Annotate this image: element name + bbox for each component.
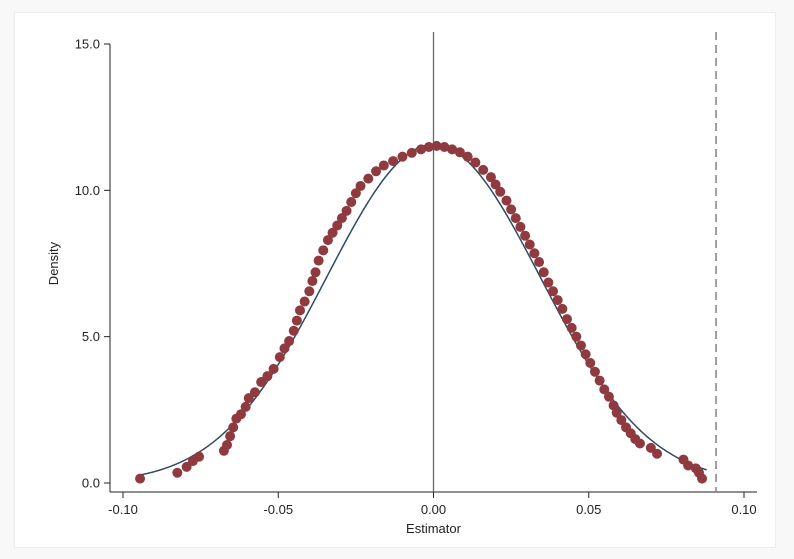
data-point — [355, 180, 366, 191]
data-point — [589, 366, 600, 377]
x-tick-label: 0.05 — [576, 502, 601, 517]
data-point — [510, 213, 521, 224]
data-point — [299, 296, 310, 307]
data-point — [371, 166, 382, 177]
data-point — [524, 239, 535, 250]
data-point — [594, 375, 605, 386]
data-point — [406, 147, 417, 158]
data-point — [603, 391, 614, 402]
y-axis-title: Density — [46, 241, 61, 285]
data-point — [562, 314, 573, 325]
x-tick-label: 0.00 — [421, 502, 446, 517]
data-point — [172, 467, 183, 478]
data-point — [291, 315, 302, 326]
data-point — [279, 343, 290, 354]
data-point — [363, 173, 374, 184]
data-point — [585, 358, 596, 369]
data-point — [557, 303, 568, 314]
data-point — [697, 473, 708, 484]
data-point — [470, 157, 481, 168]
data-point — [222, 439, 233, 450]
x-tick-label: 0.10 — [731, 502, 756, 517]
figure-panel — [14, 12, 776, 548]
y-tick-label: 0.0 — [82, 476, 100, 491]
data-point — [288, 325, 299, 336]
reference-lines — [432, 32, 717, 492]
data-point — [274, 352, 285, 363]
data-point — [304, 286, 315, 297]
data-point — [235, 409, 246, 420]
data-point — [534, 257, 545, 268]
x-tick-label: -0.10 — [108, 502, 138, 517]
data-point — [683, 460, 694, 471]
data-point — [616, 415, 627, 426]
data-point — [447, 144, 458, 155]
data-point — [599, 384, 610, 395]
data-point — [506, 204, 517, 215]
y-tick-label: 5.0 — [82, 329, 100, 344]
data-point — [580, 349, 591, 360]
data-point — [397, 151, 408, 162]
data-point — [240, 401, 251, 412]
data-point — [548, 286, 559, 297]
data-point — [318, 245, 329, 256]
y-tick-label: 15.0 — [75, 37, 100, 52]
x-axis-title: Estimator — [406, 521, 462, 536]
data-point — [529, 248, 540, 259]
data-point — [336, 213, 347, 224]
data-point — [439, 142, 450, 153]
data-point — [268, 363, 279, 374]
data-point — [310, 267, 321, 278]
data-point — [520, 230, 531, 241]
data-point — [341, 205, 352, 216]
data-point — [322, 235, 333, 246]
x-ticks: -0.10 -0.05 0.00 0.05 0.10 — [108, 492, 757, 517]
data-point — [307, 276, 318, 287]
data-point — [495, 186, 506, 197]
data-point — [490, 179, 501, 190]
data-point — [135, 473, 146, 484]
y-ticks: 0.0 5.0 10.0 15.0 — [75, 37, 110, 491]
data-point — [225, 431, 236, 442]
data-point — [454, 147, 465, 158]
data-point — [575, 340, 586, 351]
data-point — [485, 172, 496, 183]
data-point — [634, 438, 645, 449]
data-point — [332, 220, 343, 231]
data-point — [611, 407, 622, 418]
data-point — [346, 197, 357, 208]
data-point — [262, 371, 273, 382]
data-point — [478, 164, 489, 175]
data-point — [652, 448, 663, 459]
data-point — [327, 227, 338, 238]
data-point — [566, 322, 577, 333]
data-point — [431, 140, 442, 151]
data-points — [135, 140, 708, 484]
data-point — [552, 295, 563, 306]
data-point — [194, 451, 205, 462]
data-point — [284, 336, 295, 347]
y-tick-label: 10.0 — [75, 183, 100, 198]
data-point — [501, 195, 512, 206]
data-point — [538, 267, 549, 278]
data-point — [350, 188, 361, 199]
data-point — [543, 277, 554, 288]
data-point — [388, 156, 399, 167]
data-point — [462, 151, 473, 162]
data-point — [423, 142, 434, 153]
data-point — [416, 144, 427, 155]
data-point — [294, 305, 305, 316]
data-point — [378, 160, 389, 171]
data-point — [515, 221, 526, 232]
data-point — [228, 422, 239, 433]
x-tick-label: -0.05 — [263, 502, 293, 517]
data-point — [243, 393, 254, 404]
data-point — [249, 387, 260, 398]
data-point — [313, 255, 324, 266]
data-point — [571, 331, 582, 342]
